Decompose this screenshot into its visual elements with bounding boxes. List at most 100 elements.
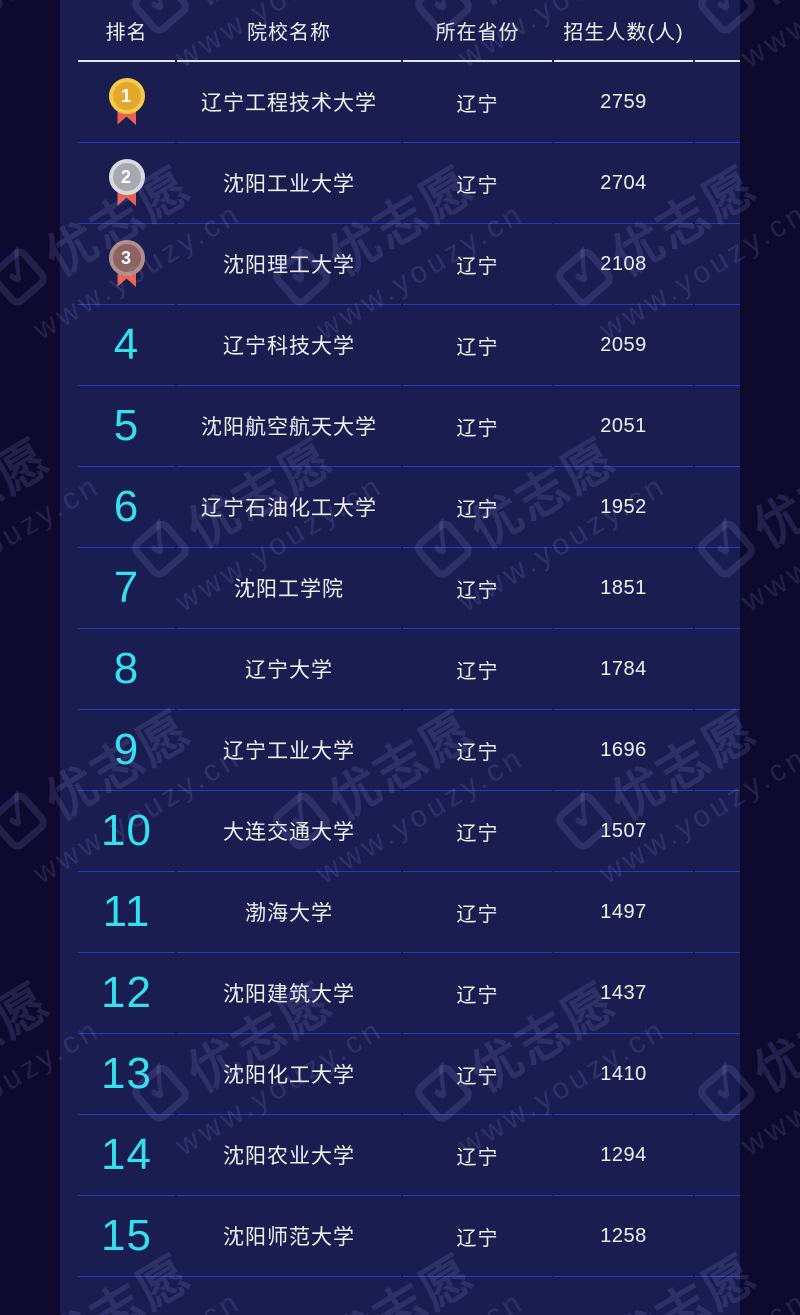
medal-rank-number: 1 [108, 78, 145, 114]
province: 辽宁 [403, 548, 552, 629]
rank-number: 11 [102, 887, 151, 936]
province: 辽宁 [403, 143, 552, 224]
province: 辽宁 [403, 467, 552, 548]
watermark-brand-text: 优志愿 [744, 972, 800, 1103]
table-row: 1 辽宁工程技术大学 辽宁 2759 [60, 62, 740, 143]
enrollment-count: 2704 [554, 143, 693, 224]
table-header-row: 排名 院校名称 所在省份 招生人数(人) [60, 0, 740, 62]
check-glyph: ✓ [0, 228, 57, 303]
enrollment-count: 1952 [554, 467, 693, 548]
province: 辽宁 [403, 62, 552, 143]
table-row: 11 渤海大学 辽宁 1497 [60, 872, 740, 953]
column-header-name: 院校名称 [177, 0, 401, 62]
table-row: 14 沈阳农业大学 辽宁 1294 [60, 1115, 740, 1196]
province: 辽宁 [403, 1115, 552, 1196]
rank-cell: 11 [78, 872, 175, 953]
rank-cell: 7 [78, 548, 175, 629]
watermark-brand-text: 优志愿 [738, 0, 800, 18]
rank-cell: 15 [78, 1196, 175, 1277]
rank-number: 7 [113, 563, 140, 612]
watermark-url-text: www.youzy.cn [735, 468, 800, 619]
university-name: 辽宁大学 [177, 629, 401, 710]
youzy-check-logo-icon: ✓ [0, 773, 56, 854]
row-left-spacer [60, 1115, 76, 1196]
rank-number: 4 [113, 320, 140, 369]
medal-rank-number: 3 [108, 240, 145, 276]
table-row: 5 沈阳航空航天大学 辽宁 2051 [60, 386, 740, 467]
rank-number: 12 [101, 968, 152, 1017]
province: 辽宁 [403, 386, 552, 467]
watermark-brand-text: 优志愿 [0, 972, 61, 1103]
row-right-spacer [695, 548, 740, 629]
rank-number: 10 [101, 806, 152, 855]
province: 辽宁 [403, 305, 552, 386]
rank-number: 15 [101, 1211, 152, 1260]
table-row: 10 大连交通大学 辽宁 1507 [60, 791, 740, 872]
row-right-spacer [695, 1034, 740, 1115]
row-right-spacer [695, 224, 740, 305]
enrollment-count: 2759 [554, 62, 693, 143]
enrollment-count: 1258 [554, 1196, 693, 1277]
rank-cell: 8 [78, 629, 175, 710]
row-left-spacer [60, 224, 76, 305]
enrollment-count: 2108 [554, 224, 693, 305]
university-name: 渤海大学 [177, 872, 401, 953]
watermark-brand-text: 优志愿 [0, 428, 61, 559]
ranking-table: 排名 院校名称 所在省份 招生人数(人) 1 辽宁工程技术大学 辽宁 2759 2 沈阳工业大学… [60, 0, 740, 1315]
rank-number: 13 [101, 1049, 152, 1098]
university-name: 沈阳农业大学 [177, 1115, 401, 1196]
university-name: 沈阳理工大学 [177, 224, 401, 305]
table-row: 12 沈阳建筑大学 辽宁 1437 [60, 953, 740, 1034]
row-right-spacer [695, 62, 740, 143]
rank-cell: 6 [78, 467, 175, 548]
rank-cell: 13 [78, 1034, 175, 1115]
watermark-brand-text: 优志愿 [0, 0, 62, 18]
enrollment-count: 1410 [554, 1034, 693, 1115]
header-right-spacer [695, 0, 740, 62]
rank-number: 9 [113, 725, 140, 774]
check-glyph: ✓ [0, 772, 57, 847]
university-name: 沈阳建筑大学 [177, 953, 401, 1034]
row-right-spacer [695, 305, 740, 386]
province: 辽宁 [403, 1196, 552, 1277]
province: 辽宁 [403, 629, 552, 710]
row-left-spacer [60, 953, 76, 1034]
row-left-spacer [60, 386, 76, 467]
row-right-spacer [695, 872, 740, 953]
rank-cell: 2 [78, 143, 175, 224]
row-left-spacer [60, 143, 76, 224]
province: 辽宁 [403, 953, 552, 1034]
table-row: 9 辽宁工业大学 辽宁 1696 [60, 710, 740, 791]
row-left-spacer [60, 1196, 76, 1277]
column-header-rank: 排名 [78, 0, 175, 62]
enrollment-count: 1784 [554, 629, 693, 710]
enrollment-count: 1497 [554, 872, 693, 953]
row-left-spacer [60, 62, 76, 143]
table-row: 2 沈阳工业大学 辽宁 2704 [60, 143, 740, 224]
university-name: 辽宁科技大学 [177, 305, 401, 386]
row-left-spacer [60, 629, 76, 710]
enrollment-count: 1437 [554, 953, 693, 1034]
enrollment-count: 1294 [554, 1115, 693, 1196]
university-name: 沈阳师范大学 [177, 1196, 401, 1277]
rank-cell: 14 [78, 1115, 175, 1196]
table-row: 8 辽宁大学 辽宁 1784 [60, 629, 740, 710]
province: 辽宁 [403, 872, 552, 953]
rank-cell: 3 [78, 224, 175, 305]
rank-number: 8 [113, 644, 140, 693]
youzy-check-logo-icon: ✓ [0, 229, 56, 310]
rank-cell: 9 [78, 710, 175, 791]
silver-medal-icon: 2 [107, 158, 147, 208]
table-row: 3 沈阳理工大学 辽宁 2108 [60, 224, 740, 305]
university-name: 沈阳航空航天大学 [177, 386, 401, 467]
row-left-spacer [60, 791, 76, 872]
table-body: 1 辽宁工程技术大学 辽宁 2759 2 沈阳工业大学 辽宁 2704 3 沈阳理工大学 辽宁 210… [60, 62, 740, 1277]
rank-number: 14 [101, 1130, 152, 1179]
row-left-spacer [60, 1034, 76, 1115]
row-right-spacer [695, 386, 740, 467]
row-right-spacer [695, 1115, 740, 1196]
row-left-spacer [60, 548, 76, 629]
row-right-spacer [695, 629, 740, 710]
rank-cell: 1 [78, 62, 175, 143]
